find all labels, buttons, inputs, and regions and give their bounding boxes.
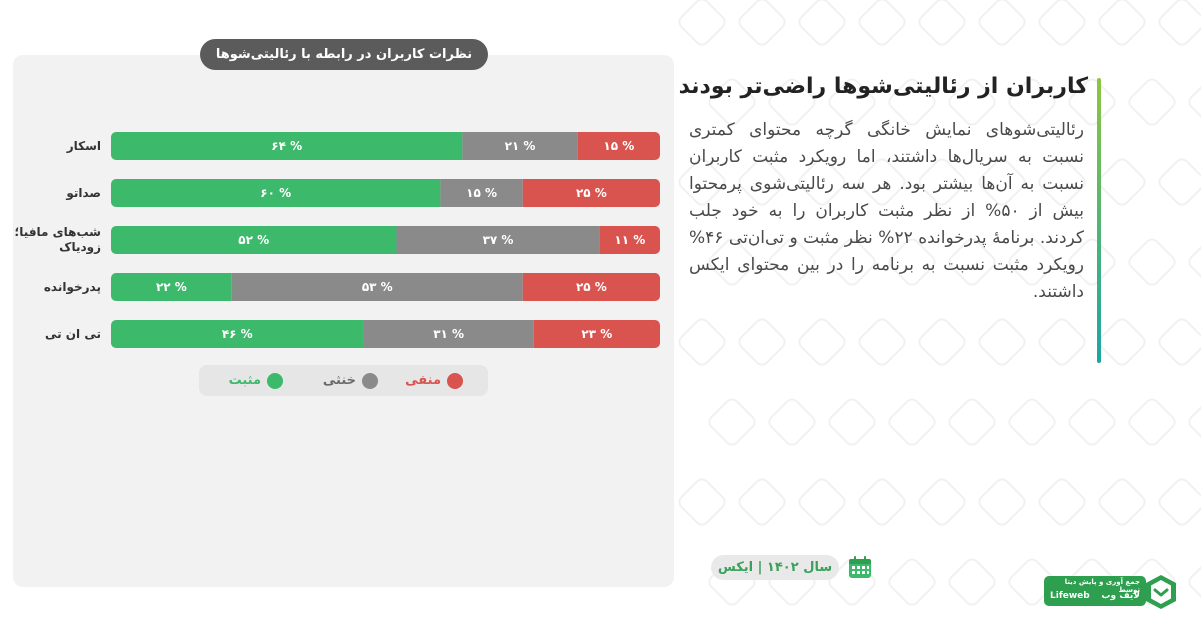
background-hex <box>975 315 1029 369</box>
background-hex <box>855 0 909 49</box>
background-hex <box>735 0 789 49</box>
date-label: سال ۱۴۰۲ | ایکس <box>711 555 839 580</box>
background-hex <box>1095 155 1149 209</box>
background-hex <box>915 0 969 49</box>
background-hex <box>1185 395 1201 449</box>
legend-label-positive: مثبت <box>228 373 261 388</box>
brand-tagline: جمع آوری و پایش دیتا توسط <box>1064 578 1140 594</box>
chart-card <box>13 55 674 587</box>
category-label: پدرخوانده <box>43 279 101 294</box>
legend-label-negative: منفی <box>405 373 441 388</box>
legend-swatch-negative <box>447 372 463 389</box>
background-hex <box>915 475 969 529</box>
background-hex <box>1155 155 1201 209</box>
background-hex <box>1185 75 1201 129</box>
brand-name: لایف وب <box>1101 591 1140 601</box>
background-hex <box>1035 315 1089 369</box>
background-hex <box>1155 475 1201 529</box>
calendar-icon <box>849 556 871 578</box>
background-hex <box>1005 395 1059 449</box>
background-hex <box>735 475 789 529</box>
background-hex <box>675 315 729 369</box>
category-label: اسکار <box>66 138 101 153</box>
background-hex <box>975 0 1029 49</box>
legend-item-negative: منفی <box>405 365 463 396</box>
background-hex <box>825 395 879 449</box>
background-hex <box>1095 315 1149 369</box>
background-hex <box>1185 555 1201 609</box>
background-hex <box>1125 235 1179 289</box>
brand-badge: جمع آوری و پایش دیتا توسط لایف وب Lifewe… <box>1044 576 1146 606</box>
background-hex <box>735 315 789 369</box>
legend-item-neutral: خنثی <box>323 365 378 396</box>
category-label: تی ان تی <box>44 326 101 341</box>
legend-item-positive: مثبت <box>229 365 283 396</box>
background-hex <box>915 315 969 369</box>
background-hex <box>1035 0 1089 49</box>
background-hex <box>795 315 849 369</box>
background-hex <box>945 395 999 449</box>
background-hex <box>1035 475 1089 529</box>
background-hex <box>885 555 939 609</box>
background-hex <box>1095 475 1149 529</box>
background-hex <box>1185 235 1201 289</box>
background-hex <box>795 0 849 49</box>
background-hex <box>675 0 729 49</box>
background-hex <box>1095 0 1149 49</box>
background-hex <box>1155 0 1201 49</box>
background-hex <box>1125 395 1179 449</box>
chart-legend: مثبت خنثی منفی <box>199 365 488 396</box>
background-hex <box>1155 315 1201 369</box>
background-hex <box>705 395 759 449</box>
background-hex <box>855 315 909 369</box>
accent-bar <box>1097 78 1101 363</box>
brand-latin-name: Lifeweb <box>1050 591 1090 601</box>
lifeweb-logo-icon <box>1146 575 1176 609</box>
background-hex <box>1065 395 1119 449</box>
background-hex <box>765 395 819 449</box>
background-hex <box>795 475 849 529</box>
legend-swatch-positive <box>267 372 283 389</box>
headline: کاربران از رئالیتی‌شوها راضی‌تر بودند <box>678 74 1088 99</box>
category-label: شب‌های مافیا؛ زودیاک <box>14 225 101 254</box>
background-hex <box>1125 75 1179 129</box>
legend-swatch-neutral <box>362 372 378 389</box>
background-hex <box>675 475 729 529</box>
legend-label-neutral: خنثی <box>322 373 356 388</box>
chart-title: نظرات کاربران در رابطه با رئالیتی‌شوها <box>200 39 488 70</box>
background-hex <box>975 475 1029 529</box>
background-hex <box>945 555 999 609</box>
category-label: صداتو <box>66 185 101 200</box>
background-hex <box>855 475 909 529</box>
background-hex <box>885 395 939 449</box>
body-text: رئالیتی‌شوهای نمایش خانگی گرچه محتوای کم… <box>689 120 1085 302</box>
